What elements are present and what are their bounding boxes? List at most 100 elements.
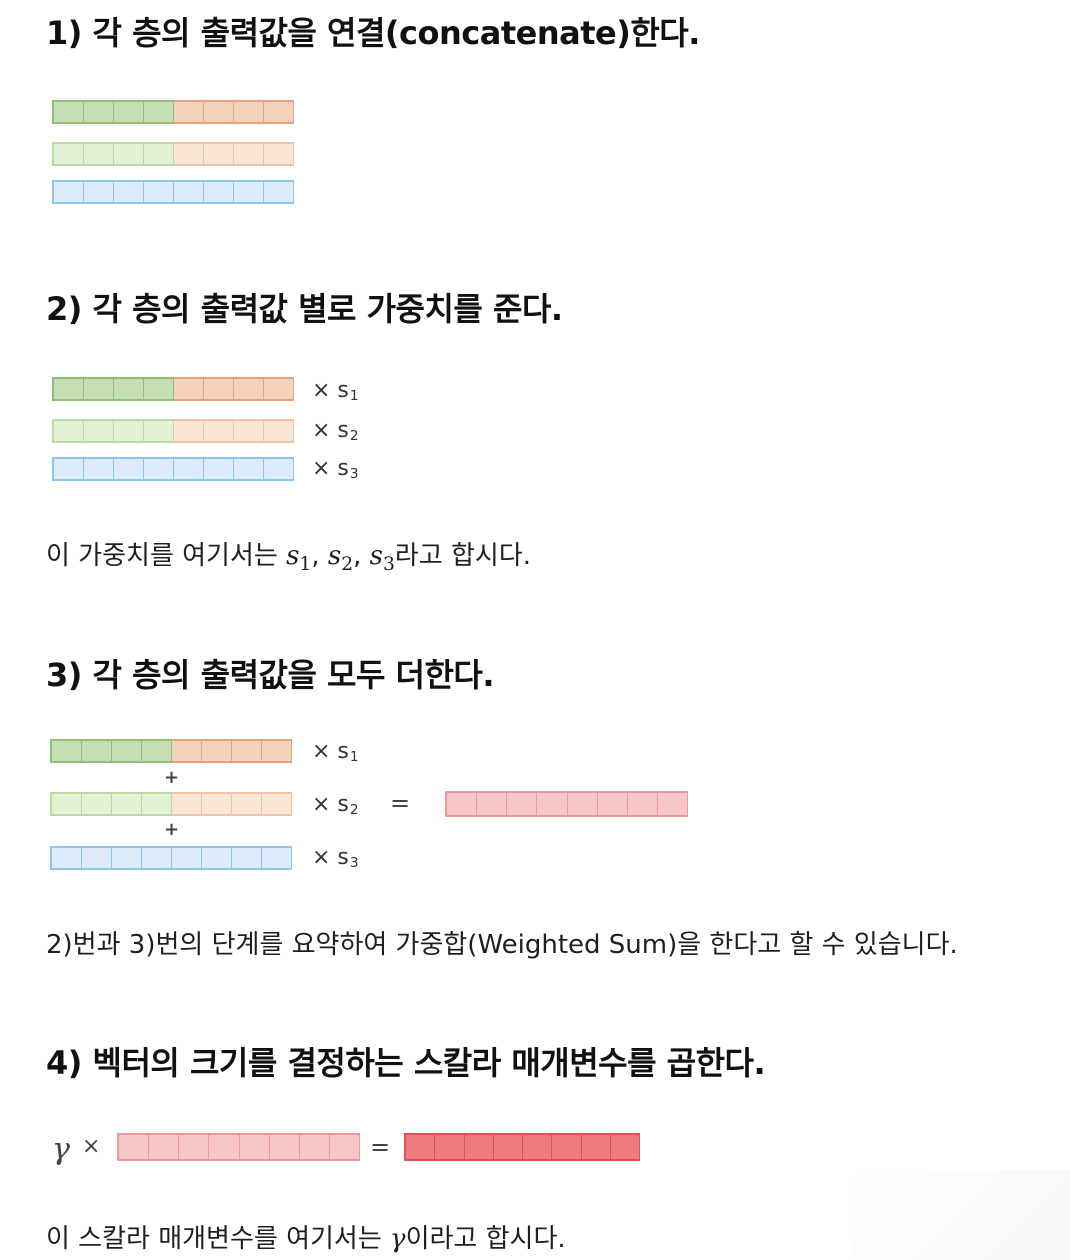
times-sign: × bbox=[82, 1134, 101, 1159]
vector-cell bbox=[234, 377, 264, 401]
sum-row-1 bbox=[50, 739, 292, 763]
vector-cell bbox=[52, 142, 84, 166]
vector-cell bbox=[202, 846, 232, 870]
vector-cell bbox=[174, 457, 204, 481]
vector-cell bbox=[264, 457, 294, 481]
weights-note: 이 가중치를 여기서는 s1, s2, s3라고 합시다. bbox=[46, 541, 532, 576]
vector-cell bbox=[172, 792, 202, 816]
concat-row-1 bbox=[52, 100, 294, 124]
vector-cell bbox=[464, 1133, 494, 1161]
vector-cell bbox=[114, 142, 144, 166]
vector-cell bbox=[232, 846, 262, 870]
plus-sign-1: + bbox=[164, 767, 180, 788]
weight-label-s1: × s1 bbox=[312, 378, 359, 404]
vector-cell bbox=[114, 419, 144, 443]
vector-cell bbox=[404, 1133, 436, 1161]
vector-cell bbox=[202, 792, 232, 816]
vector-cell bbox=[117, 1133, 150, 1161]
vector-cell bbox=[264, 377, 294, 401]
vector-cell bbox=[144, 457, 174, 481]
vector-cell bbox=[239, 1133, 270, 1161]
sum-label-s3: × s3 bbox=[312, 845, 359, 871]
vector-cell bbox=[112, 792, 142, 816]
vector-cell bbox=[114, 457, 144, 481]
vector-cell bbox=[657, 791, 688, 817]
input-vector bbox=[117, 1133, 360, 1161]
weighted-row-1 bbox=[52, 377, 294, 401]
vector-cell bbox=[84, 100, 114, 124]
vector-cell bbox=[144, 180, 174, 204]
vector-cell bbox=[204, 419, 234, 443]
vector-cell bbox=[232, 739, 262, 763]
vector-cell bbox=[523, 1133, 553, 1161]
vector-cell bbox=[84, 419, 114, 443]
vector-cell bbox=[445, 791, 478, 817]
section-3-heading: 3) 각 층의 출력값을 모두 더한다. bbox=[46, 656, 495, 694]
vector-cell bbox=[82, 739, 112, 763]
vector-cell bbox=[435, 1133, 465, 1161]
vector-cell bbox=[264, 180, 294, 204]
vector-cell bbox=[581, 1133, 611, 1161]
sum-label-s2: × s2 bbox=[312, 792, 359, 818]
vector-cell bbox=[204, 180, 234, 204]
weight-label-s3: × s3 bbox=[312, 456, 359, 482]
weight-label-s2: × s2 bbox=[312, 418, 359, 444]
vector-cell bbox=[174, 419, 204, 443]
vector-cell bbox=[174, 100, 204, 124]
vector-cell bbox=[52, 100, 84, 124]
sum-label-s1: × s1 bbox=[312, 739, 359, 765]
section-1-heading: 1) 각 층의 출력값을 연결(concatenate)한다. bbox=[46, 14, 700, 52]
vector-cell bbox=[142, 792, 172, 816]
vector-cell bbox=[234, 180, 264, 204]
vector-cell bbox=[144, 142, 174, 166]
vector-cell bbox=[144, 419, 174, 443]
weighted-sum-vector bbox=[445, 791, 688, 817]
vector-cell bbox=[234, 419, 264, 443]
weighted-row-3 bbox=[52, 457, 294, 481]
vector-cell bbox=[269, 1133, 300, 1161]
vector-cell bbox=[597, 791, 628, 817]
vector-cell bbox=[114, 377, 144, 401]
vector-cell bbox=[204, 457, 234, 481]
vector-cell bbox=[477, 791, 508, 817]
plus-sign-2: + bbox=[164, 819, 180, 840]
vector-cell bbox=[262, 792, 292, 816]
vector-cell bbox=[610, 1133, 640, 1161]
vector-cell bbox=[114, 180, 144, 204]
vector-cell bbox=[52, 377, 84, 401]
vector-cell bbox=[264, 419, 294, 443]
sum-row-3 bbox=[50, 846, 292, 870]
sum-row-2 bbox=[50, 792, 292, 816]
vector-cell bbox=[84, 142, 114, 166]
weighted-row-2 bbox=[52, 419, 294, 443]
vector-cell bbox=[507, 791, 538, 817]
section-4-heading: 4) 벡터의 크기를 결정하는 스칼라 매개변수를 곱한다. bbox=[46, 1044, 766, 1082]
equals-sign-sum: = bbox=[390, 789, 411, 817]
vector-cell bbox=[234, 457, 264, 481]
vector-cell bbox=[234, 100, 264, 124]
vector-cell bbox=[262, 846, 292, 870]
section-2-heading: 2) 각 층의 출력값 별로 가중치를 준다. bbox=[46, 290, 563, 328]
concat-row-2 bbox=[52, 142, 294, 166]
vector-cell bbox=[179, 1133, 210, 1161]
vector-cell bbox=[50, 739, 82, 763]
vector-cell bbox=[204, 377, 234, 401]
vector-cell bbox=[114, 100, 144, 124]
vector-cell bbox=[232, 792, 262, 816]
scaled-vector bbox=[404, 1133, 640, 1161]
vector-cell bbox=[299, 1133, 330, 1161]
vector-cell bbox=[82, 846, 112, 870]
vector-cell bbox=[52, 457, 84, 481]
vector-cell bbox=[172, 739, 202, 763]
vector-cell bbox=[144, 377, 174, 401]
vector-cell bbox=[112, 739, 142, 763]
vector-cell bbox=[627, 791, 658, 817]
vector-cell bbox=[84, 457, 114, 481]
vector-cell bbox=[202, 739, 232, 763]
vector-cell bbox=[493, 1133, 523, 1161]
vector-cell bbox=[149, 1133, 180, 1161]
vector-cell bbox=[174, 180, 204, 204]
vector-cell bbox=[209, 1133, 240, 1161]
equals-sign-scale: = bbox=[370, 1133, 391, 1161]
